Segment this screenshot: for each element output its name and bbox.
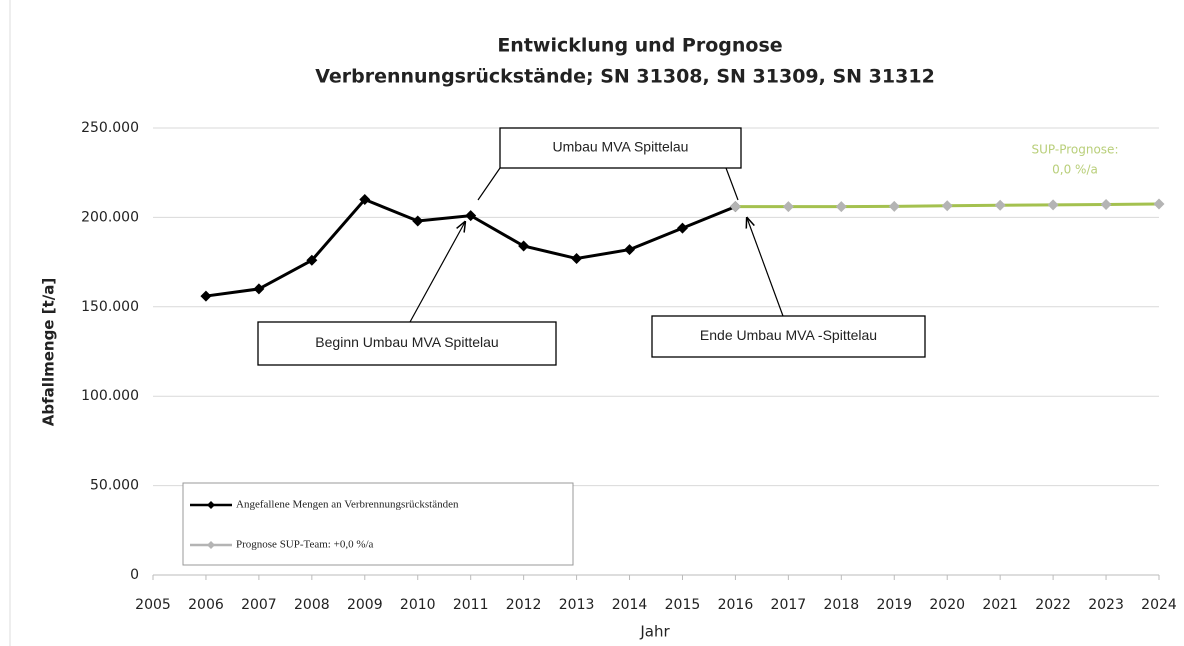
data-point	[306, 254, 318, 266]
annotation-arrow	[409, 222, 465, 323]
annotation-arrow	[747, 218, 784, 317]
x-tick-label: 2010	[400, 597, 436, 613]
x-tick-label: 2016	[718, 597, 754, 613]
chart-title: Entwicklung und Prognose	[497, 35, 782, 57]
y-tick-label: 150.000	[81, 299, 139, 315]
y-tick-label: 50.000	[90, 478, 139, 494]
data-point	[1047, 199, 1059, 211]
data-point	[676, 222, 688, 234]
annotation-text: Beginn Umbau MVA Spittelau	[315, 334, 498, 350]
annotation-box	[499, 127, 742, 169]
x-tick-label: 2015	[665, 597, 701, 613]
x-tick-label: 2007	[241, 597, 277, 613]
data-point	[782, 201, 794, 213]
y-tick-label: 100.000	[81, 388, 139, 404]
x-axis-title: Jahr	[639, 623, 670, 641]
x-tick-label: 2013	[559, 597, 595, 613]
data-point	[729, 201, 741, 213]
y-axis-title: Abfallmenge [t/a]	[40, 278, 58, 426]
data-point	[253, 283, 265, 295]
x-tick-label: 2008	[294, 597, 330, 613]
data-point	[518, 240, 530, 252]
annotation-box	[257, 321, 557, 366]
forecast-note: 0,0 %/a	[1052, 163, 1098, 177]
x-tick-label: 2006	[188, 597, 224, 613]
annotation-text: Ende Umbau MVA -Spittelau	[700, 327, 877, 343]
legend-label: Angefallene Mengen an Verbrennungsrückst…	[236, 499, 459, 511]
data-point	[465, 210, 477, 222]
x-tick-label: 2011	[453, 597, 489, 613]
x-tick-label: 2023	[1088, 597, 1124, 613]
y-tick-label: 200.000	[81, 209, 139, 225]
legend-label: Prognose SUP-Team: +0,0 %/a	[236, 539, 374, 551]
x-tick-label: 2017	[771, 597, 807, 613]
data-point	[1153, 198, 1165, 210]
x-tick-label: 2005	[135, 597, 171, 613]
chart-title: Verbrennungsrückstände; SN 31308, SN 313…	[315, 66, 935, 88]
x-tick-label: 2014	[612, 597, 648, 613]
data-point	[412, 215, 424, 227]
annotation-text: Umbau MVA Spittelau	[553, 139, 689, 155]
x-tick-label: 2019	[876, 597, 912, 613]
data-point	[200, 290, 212, 302]
x-tick-label: 2018	[823, 597, 859, 613]
data-point	[994, 199, 1006, 211]
annotation-connector	[725, 167, 739, 201]
forecast-note: SUP-Prognose:	[1032, 143, 1119, 157]
x-tick-label: 2009	[347, 597, 383, 613]
data-point	[888, 200, 900, 212]
y-tick-label: 250.000	[81, 120, 139, 136]
data-point	[624, 244, 636, 256]
data-point	[941, 200, 953, 212]
legend-marker	[207, 501, 215, 509]
x-tick-label: 2022	[1035, 597, 1071, 613]
x-tick-label: 2020	[929, 597, 965, 613]
x-tick-label: 2021	[982, 597, 1018, 613]
x-tick-label: 2012	[506, 597, 542, 613]
x-tick-label: 2024	[1141, 597, 1177, 613]
y-tick-label: 0	[130, 567, 139, 583]
annotation-connector	[477, 167, 501, 201]
annotation-box	[651, 315, 926, 358]
legend-box	[182, 482, 574, 566]
data-point	[359, 194, 371, 206]
data-point	[571, 253, 583, 265]
data-point	[1100, 199, 1112, 211]
data-point	[835, 201, 847, 213]
legend-marker	[207, 541, 215, 549]
